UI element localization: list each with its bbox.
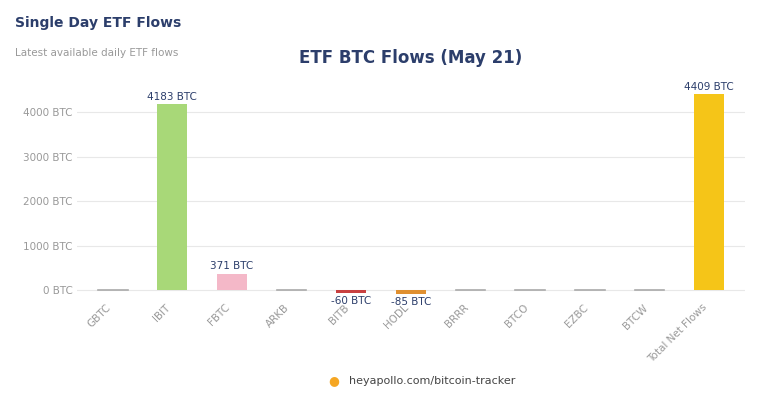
Bar bbox=[336, 290, 366, 293]
Text: -60 BTC: -60 BTC bbox=[331, 295, 372, 305]
Text: 4183 BTC: 4183 BTC bbox=[147, 92, 197, 102]
Text: Latest available daily ETF flows: Latest available daily ETF flows bbox=[15, 48, 179, 58]
Bar bbox=[157, 104, 187, 290]
Bar bbox=[217, 274, 247, 290]
Text: -85 BTC: -85 BTC bbox=[391, 297, 431, 307]
Title: ETF BTC Flows (May 21): ETF BTC Flows (May 21) bbox=[300, 49, 522, 66]
Bar bbox=[396, 290, 425, 294]
Text: heyapollo.com/bitcoin-tracker: heyapollo.com/bitcoin-tracker bbox=[349, 376, 516, 386]
Text: 4409 BTC: 4409 BTC bbox=[684, 82, 734, 92]
Text: ●: ● bbox=[329, 374, 339, 387]
Text: Single Day ETF Flows: Single Day ETF Flows bbox=[15, 16, 181, 30]
Text: 371 BTC: 371 BTC bbox=[210, 262, 253, 272]
Bar bbox=[694, 94, 724, 290]
